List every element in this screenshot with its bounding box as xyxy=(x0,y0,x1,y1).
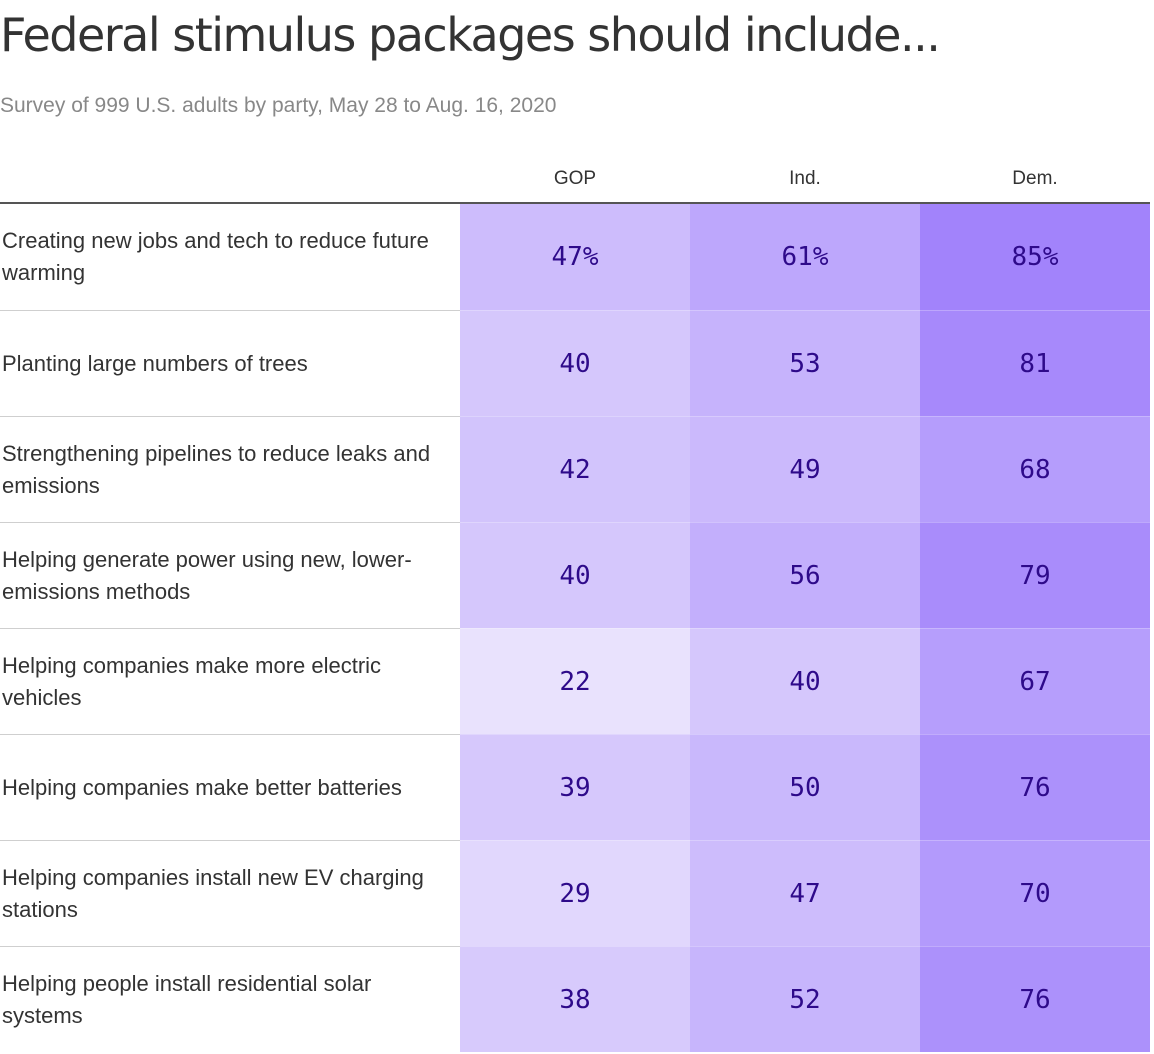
value-cell-ind: 53 xyxy=(690,310,920,416)
row-label: Helping people install residential solar… xyxy=(0,946,460,1052)
column-header-dem: Dem. xyxy=(1012,168,1058,189)
value-cell-dem: 85% xyxy=(920,204,1150,310)
table-row: Helping companies make better batteries 3… xyxy=(0,734,1150,840)
value-cell-ind: 49 xyxy=(690,416,920,522)
table-row: Creating new jobs and tech to reduce fut… xyxy=(0,204,1150,310)
column-header-gop: GOP xyxy=(553,168,597,189)
value-cell-dem: 81 xyxy=(920,310,1150,416)
row-label: Helping companies install new EV chargin… xyxy=(0,840,460,946)
value-cell-gop: 40 xyxy=(460,522,690,628)
row-label: Strengthening pipelines to reduce leaks … xyxy=(0,416,460,522)
value-cell-ind: 56 xyxy=(690,522,920,628)
heatmap-table: GOP Ind. Dem. Creating new jobs and tech… xyxy=(0,150,1150,1052)
value-cell-ind: 52 xyxy=(690,946,920,1052)
value-cell-ind: 47 xyxy=(690,840,920,946)
column-header-ind: Ind. xyxy=(789,168,821,189)
value-cell-gop: 22 xyxy=(460,628,690,734)
table-row: Helping generate power using new, lower-… xyxy=(0,522,1150,628)
value-cell-gop: 38 xyxy=(460,946,690,1052)
row-label: Creating new jobs and tech to reduce fut… xyxy=(2,228,429,285)
table-row: Planting large numbers of trees 40 53 81 xyxy=(0,310,1150,416)
value-cell-dem: 68 xyxy=(920,416,1150,522)
value-cell-dem: 70 xyxy=(920,840,1150,946)
value-cell-dem: 79 xyxy=(920,522,1150,628)
row-label: Helping companies make more electric veh… xyxy=(0,628,460,734)
row-label: Planting large numbers of trees xyxy=(0,310,460,416)
row-label: Helping generate power using new, lower-… xyxy=(0,522,460,628)
table-body: Creating new jobs and tech to reduce fut… xyxy=(0,204,1150,1052)
chart-title: Federal stimulus packages should include… xyxy=(0,8,941,62)
table-row: Strengthening pipelines to reduce leaks … xyxy=(0,416,1150,522)
value-cell-dem: 67 xyxy=(920,628,1150,734)
column-header-row: GOP Ind. Dem. xyxy=(0,150,1150,204)
value-cell-gop: 42 xyxy=(460,416,690,522)
value-cell-ind: 61% xyxy=(690,204,920,310)
value-cell-gop: 47% xyxy=(460,204,690,310)
row-label: Helping companies make better batteries xyxy=(0,734,460,840)
value-cell-gop: 40 xyxy=(460,310,690,416)
value-cell-ind: 50 xyxy=(690,734,920,840)
table-row: Helping companies make more electric veh… xyxy=(0,628,1150,734)
value-cell-dem: 76 xyxy=(920,946,1150,1052)
table-row: Helping people install residential solar… xyxy=(0,946,1150,1052)
value-cell-gop: 29 xyxy=(460,840,690,946)
value-cell-ind: 40 xyxy=(690,628,920,734)
value-cell-gop: 39 xyxy=(460,734,690,840)
table-row: Helping companies install new EV chargin… xyxy=(0,840,1150,946)
chart-subtitle: Survey of 999 U.S. adults by party, May … xyxy=(0,94,557,117)
value-cell-dem: 76 xyxy=(920,734,1150,840)
